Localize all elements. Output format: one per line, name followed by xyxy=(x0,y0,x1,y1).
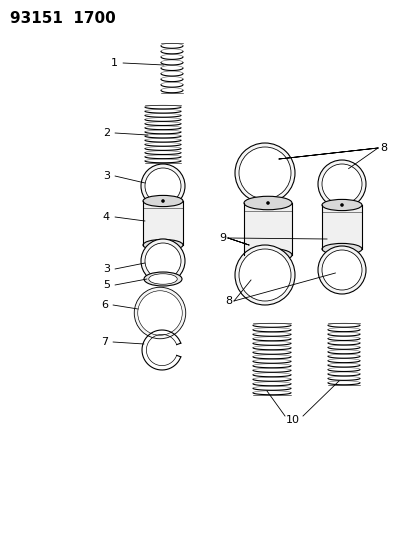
Circle shape xyxy=(238,147,290,199)
Text: 6: 6 xyxy=(101,300,108,310)
Ellipse shape xyxy=(144,272,182,286)
Text: 7: 7 xyxy=(101,337,108,347)
Circle shape xyxy=(238,249,290,301)
Text: 1: 1 xyxy=(111,58,118,68)
Circle shape xyxy=(141,164,185,208)
Bar xyxy=(321,205,361,249)
Text: 5: 5 xyxy=(103,280,110,290)
Circle shape xyxy=(138,290,182,335)
Circle shape xyxy=(235,143,294,203)
Text: 8: 8 xyxy=(379,143,386,153)
Circle shape xyxy=(235,245,294,305)
Ellipse shape xyxy=(142,239,183,251)
Ellipse shape xyxy=(142,196,183,207)
Circle shape xyxy=(145,168,180,204)
Circle shape xyxy=(317,160,365,208)
Text: 93151  1700: 93151 1700 xyxy=(10,11,116,26)
Text: 3: 3 xyxy=(103,171,110,181)
Ellipse shape xyxy=(148,274,177,284)
Circle shape xyxy=(266,201,269,205)
Text: 2: 2 xyxy=(102,128,110,138)
Text: 8: 8 xyxy=(224,296,231,306)
Circle shape xyxy=(321,164,361,204)
Ellipse shape xyxy=(243,196,291,209)
Circle shape xyxy=(161,199,164,203)
Circle shape xyxy=(317,246,365,294)
Circle shape xyxy=(339,203,343,207)
Text: 3: 3 xyxy=(103,264,110,274)
Ellipse shape xyxy=(321,199,361,211)
Ellipse shape xyxy=(243,248,291,262)
Circle shape xyxy=(145,243,180,279)
Bar xyxy=(142,201,183,245)
Bar xyxy=(243,203,291,255)
Text: 10: 10 xyxy=(285,415,299,425)
Text: 4: 4 xyxy=(102,212,110,222)
Text: 9: 9 xyxy=(218,233,225,243)
Circle shape xyxy=(141,239,185,283)
Circle shape xyxy=(321,250,361,290)
Circle shape xyxy=(134,287,185,339)
Ellipse shape xyxy=(321,244,361,255)
